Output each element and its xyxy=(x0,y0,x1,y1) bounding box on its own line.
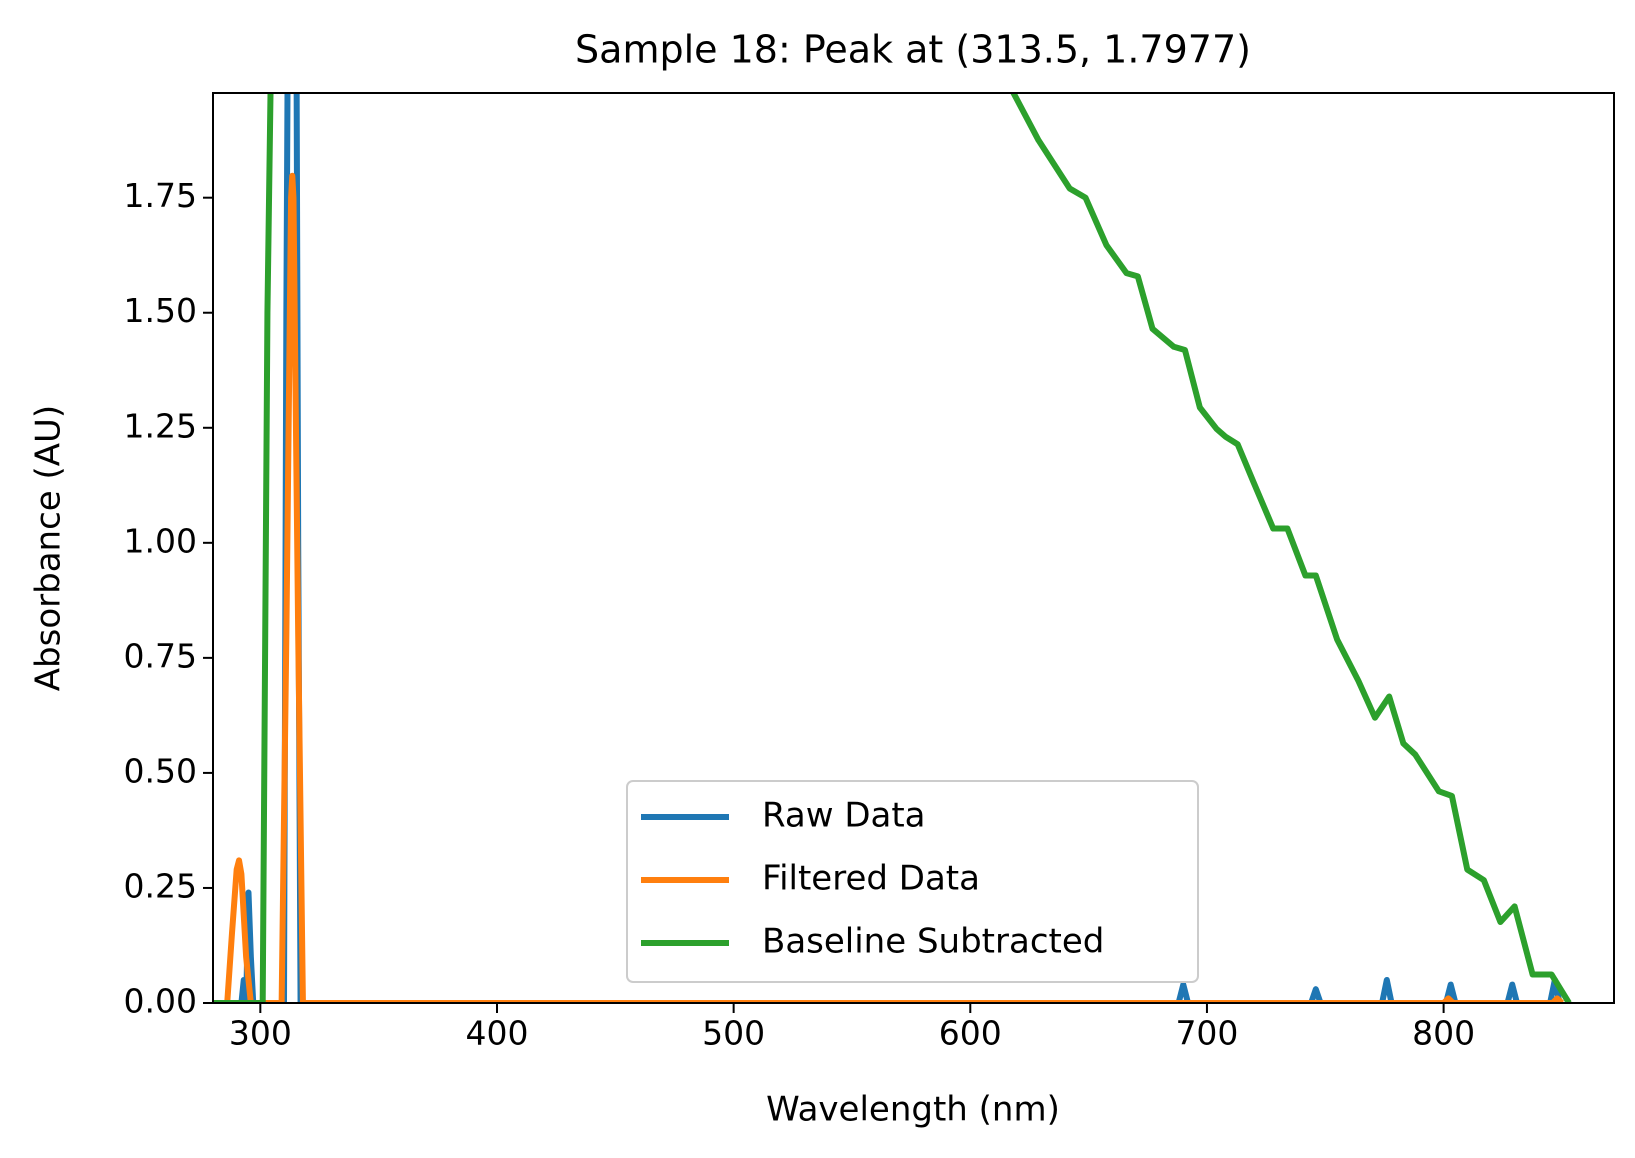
y-tick-label: 0.00 xyxy=(124,982,197,1021)
x-tick-label: 700 xyxy=(1175,1014,1238,1053)
plot-area xyxy=(213,93,1572,1003)
y-tick-label: 1.00 xyxy=(124,521,197,560)
x-tick-label: 500 xyxy=(702,1014,765,1053)
y-tick-label: 0.25 xyxy=(124,866,197,905)
data-line xyxy=(213,93,1572,1003)
x-tick-label: 300 xyxy=(229,1014,292,1053)
y-tick-label: 0.75 xyxy=(124,636,197,675)
legend-label: Baseline Subtracted xyxy=(762,922,1104,962)
x-tick-label: 800 xyxy=(1412,1014,1475,1053)
x-tick-label: 600 xyxy=(939,1014,1002,1053)
x-axis-label: Wavelength (nm) xyxy=(766,1090,1060,1130)
legend-label: Filtered Data xyxy=(762,859,980,899)
data-line xyxy=(213,172,1565,1003)
data-line xyxy=(213,93,1563,1003)
y-axis-label: Absorbance (AU) xyxy=(29,405,69,691)
axes-frame xyxy=(212,92,1615,1004)
chart-title: Sample 18: Peak at (313.5, 1.7977) xyxy=(575,28,1251,72)
legend-label: Raw Data xyxy=(762,796,926,836)
legend-box xyxy=(626,780,1199,983)
y-tick-label: 1.25 xyxy=(124,406,197,445)
y-tick-label: 1.50 xyxy=(124,291,197,330)
y-tick-label: 0.50 xyxy=(124,751,197,790)
x-tick-label: 400 xyxy=(465,1014,528,1053)
y-tick-label: 1.75 xyxy=(124,176,197,215)
